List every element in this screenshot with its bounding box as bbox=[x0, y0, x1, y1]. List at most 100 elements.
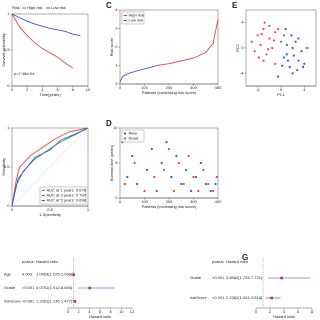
x-tick-label: 1 bbox=[87, 207, 90, 212]
point bbox=[131, 154, 134, 158]
legend-label: High risk bbox=[27, 5, 43, 10]
point bbox=[268, 37, 271, 40]
series-line bbox=[11, 13, 81, 37]
y-tick-label: 1 bbox=[7, 125, 10, 130]
point bbox=[259, 43, 262, 46]
point bbox=[194, 175, 198, 179]
point bbox=[202, 168, 205, 172]
y-axis-label: PC2 bbox=[235, 43, 240, 52]
series-line bbox=[119, 65, 157, 83]
legend-label: AUC at 5 years: 0.698 bbox=[47, 198, 87, 203]
row-label: riskScore bbox=[4, 298, 21, 303]
point bbox=[123, 182, 126, 186]
point bbox=[297, 59, 300, 62]
legend-label: Low risk bbox=[51, 5, 66, 10]
x-axis-label: Time(years) bbox=[39, 92, 61, 97]
point bbox=[292, 54, 295, 57]
point bbox=[256, 34, 259, 37]
x-axis-label: Patients (increasing risk score) bbox=[142, 204, 197, 209]
point bbox=[257, 56, 260, 59]
point bbox=[281, 64, 284, 67]
point bbox=[279, 40, 283, 43]
pvalue: <0.001 bbox=[22, 285, 35, 290]
x-tick-label: 6 bbox=[99, 309, 102, 314]
y-tick-label: -4 bbox=[240, 70, 244, 75]
x-tick-label: 4 bbox=[41, 87, 44, 92]
point bbox=[271, 46, 274, 50]
point bbox=[262, 59, 265, 62]
x-tick-label: 2 bbox=[78, 309, 81, 314]
pvalue: 0.003 bbox=[22, 272, 33, 277]
legend-swatch bbox=[123, 137, 127, 140]
point bbox=[197, 189, 200, 193]
x-axis-label: Hazard ratio bbox=[273, 314, 296, 319]
legend-label: High risk bbox=[129, 13, 145, 18]
y-tick-label: 4 bbox=[241, 20, 244, 25]
x-tick-label: 200 bbox=[166, 85, 173, 90]
y-tick-label: 3 bbox=[115, 26, 118, 31]
pvalue-header: pvalue bbox=[22, 259, 35, 264]
x-tick-label: 300 bbox=[190, 199, 197, 204]
point bbox=[172, 189, 175, 193]
y-tick-label: 1 bbox=[115, 63, 118, 68]
point bbox=[163, 168, 166, 172]
point bbox=[212, 189, 215, 193]
x-tick-label: 8 bbox=[110, 309, 113, 314]
y-tick-label: 10 bbox=[113, 125, 118, 130]
point bbox=[192, 175, 195, 179]
point bbox=[294, 40, 297, 43]
hr-label: 1.0463(1.025-1.068) bbox=[36, 272, 73, 277]
panel-letter: E bbox=[232, 1, 238, 10]
point bbox=[291, 46, 294, 50]
point bbox=[300, 50, 303, 53]
point bbox=[189, 189, 193, 193]
legend-label: Dead bbox=[129, 136, 139, 141]
point bbox=[175, 154, 178, 158]
point bbox=[253, 50, 256, 53]
hr-label: 4.0751(1.912-8.684) bbox=[36, 285, 73, 290]
row-label: riskScore bbox=[190, 295, 207, 300]
point bbox=[136, 182, 139, 186]
point bbox=[267, 48, 270, 51]
legend-label: AUC at 3 years: 0.704 bbox=[47, 193, 87, 198]
pvalue: <0.001 bbox=[212, 275, 225, 280]
point bbox=[187, 154, 190, 158]
point bbox=[284, 27, 287, 31]
x-tick-label: 4 bbox=[283, 309, 286, 314]
point bbox=[167, 147, 171, 151]
point bbox=[177, 161, 180, 165]
x-tick-label: 0 bbox=[11, 207, 14, 212]
y-tick-label: 4 bbox=[115, 7, 118, 12]
point bbox=[170, 175, 173, 179]
y-tick-label: 0.5 bbox=[4, 47, 10, 52]
hr-label: 1.2951(1.136-1.477) bbox=[36, 298, 73, 303]
x-tick-label: 6 bbox=[297, 309, 300, 314]
point bbox=[207, 182, 210, 186]
x-tick-label: 100 bbox=[141, 199, 148, 204]
y-axis-label: Sensitivity bbox=[1, 158, 6, 176]
hr-header: Hazard ratio bbox=[36, 259, 59, 264]
hr-label: 3.6582(1.733-7.721) bbox=[226, 275, 263, 280]
point bbox=[155, 189, 158, 193]
y-tick-label: 0 bbox=[115, 81, 118, 86]
point bbox=[215, 175, 218, 179]
x-tick-label: 8 bbox=[72, 87, 75, 92]
series-line bbox=[11, 127, 89, 207]
x-tick-label: 2 bbox=[269, 309, 272, 314]
x-axis-label: Hazard ratio bbox=[89, 314, 112, 319]
legend-box bbox=[39, 186, 87, 205]
row-label: Age bbox=[4, 272, 12, 277]
y-tick-label: 5 bbox=[115, 160, 118, 165]
point bbox=[274, 31, 277, 34]
point bbox=[282, 34, 286, 37]
y-tick-label: 0 bbox=[115, 195, 118, 200]
point bbox=[272, 39, 276, 42]
legend-swatch bbox=[123, 132, 127, 135]
x-tick-label: 10 bbox=[86, 87, 91, 92]
series-line bbox=[156, 19, 219, 66]
x-axis-label: PC1 bbox=[277, 92, 286, 97]
legend-label: Low risk bbox=[129, 18, 144, 23]
x-tick-label: 200 bbox=[166, 199, 173, 204]
panel-letter: D bbox=[106, 119, 112, 128]
